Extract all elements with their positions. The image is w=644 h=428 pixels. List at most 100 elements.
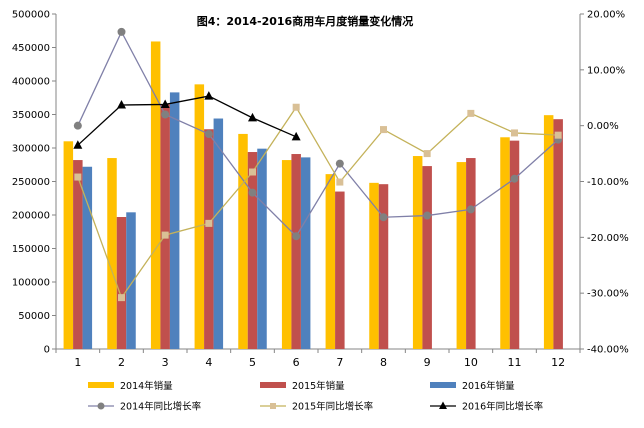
marker-2014年同比增长率 xyxy=(248,188,257,197)
bar-2014年销量 xyxy=(500,137,510,349)
bar-2014年销量 xyxy=(63,141,74,349)
y-right-tick-label: -40.00% xyxy=(587,345,629,356)
bar-2014年销量 xyxy=(543,115,554,349)
bar-2014年销量 xyxy=(456,162,467,349)
y-right-tick-label: 20.00% xyxy=(587,10,625,21)
bar-2014年销量 xyxy=(369,182,379,349)
y-left-tick-label: 200000 xyxy=(12,211,50,222)
marker-2015年同比增长率 xyxy=(511,129,518,137)
marker-2015年同比增长率 xyxy=(336,178,344,186)
bar-2014年销量 xyxy=(150,41,161,349)
marker-2015年同比增长率 xyxy=(161,231,169,239)
bar-2016年销量 xyxy=(126,212,136,349)
legend-label: 2016年同比增长率 xyxy=(462,401,544,413)
marker-2015年同比增长率 xyxy=(292,103,300,111)
y-left-tick-label: 300000 xyxy=(12,144,50,155)
marker-2014年同比增长率 xyxy=(161,110,170,119)
bar-2015年销量 xyxy=(466,158,476,349)
marker-2016年同比增长率 xyxy=(204,91,214,100)
marker-2014年同比增长率 xyxy=(292,232,301,241)
bar-2016年销量 xyxy=(257,148,267,349)
y-left-tick-label: 250000 xyxy=(12,177,50,188)
legend-marker xyxy=(97,402,105,410)
marker-2015年同比增长率 xyxy=(380,126,387,134)
x-tick-label: 11 xyxy=(508,356,522,369)
marker-2015年同比增长率 xyxy=(554,131,562,139)
legend-marker xyxy=(270,403,276,409)
x-tick-label: 6 xyxy=(293,356,300,369)
bar-2015年销量 xyxy=(291,154,301,349)
marker-2016年同比增长率 xyxy=(73,140,83,149)
x-tick-label: 5 xyxy=(249,356,256,369)
marker-2014年同比增长率 xyxy=(510,174,519,183)
legend-label: 2015年同比增长率 xyxy=(292,401,374,413)
line-2016年同比增长率 xyxy=(77,95,297,146)
bar-2015年销量 xyxy=(204,129,214,349)
marker-2014年同比增长率 xyxy=(379,213,388,222)
y-left-tick-label: 150000 xyxy=(12,244,50,255)
bar-2014年销量 xyxy=(325,174,336,349)
marker-2015年同比增长率 xyxy=(205,219,213,227)
marker-2014年同比增长率 xyxy=(204,130,213,139)
line-2015年同比增长率 xyxy=(77,106,559,300)
marker-2016年同比增长率 xyxy=(291,131,301,141)
legend-swatch-2014年销量 xyxy=(88,382,114,388)
bar-2014年销量 xyxy=(107,158,117,349)
x-tick-label: 4 xyxy=(205,356,212,369)
marker-2015年同比增长率 xyxy=(118,294,125,302)
chart-title: 图4：2014-2016商用车月度销量变化情况 xyxy=(197,14,413,28)
marker-2015年同比增长率 xyxy=(249,168,256,176)
y-right-tick-label: -20.00% xyxy=(587,233,629,244)
x-tick-label: 3 xyxy=(162,356,169,369)
x-tick-label: 9 xyxy=(424,356,431,369)
y-left-tick-label: 50000 xyxy=(18,311,50,322)
bar-2014年销量 xyxy=(412,156,423,349)
marker-2016年同比增长率 xyxy=(117,100,126,109)
bar-2014年销量 xyxy=(281,160,292,349)
x-tick-label: 10 xyxy=(464,356,478,369)
bar-2016年销量 xyxy=(300,157,311,349)
y-left-tick-label: 500000 xyxy=(12,10,50,21)
bar-2015年销量 xyxy=(553,119,563,349)
x-tick-label: 2 xyxy=(118,356,125,369)
bar-2015年销量 xyxy=(378,184,389,349)
bar-2015年销量 xyxy=(73,160,83,349)
x-tick-label: 1 xyxy=(74,356,81,369)
bar-2015年销量 xyxy=(160,104,170,349)
marker-2015年同比增长率 xyxy=(74,173,82,181)
y-right-tick-label: 0.00% xyxy=(587,121,619,132)
bar-2016年销量 xyxy=(169,92,180,349)
legend-label: 2014年销量 xyxy=(120,380,173,392)
bar-2014年销量 xyxy=(194,84,205,349)
y-left-tick-label: 0 xyxy=(44,345,50,356)
legend-label: 2014年同比增长率 xyxy=(120,401,202,413)
legend-swatch-2015年销量 xyxy=(260,382,286,388)
y-right-tick-label: 10.00% xyxy=(587,65,625,76)
legend-label: 2015年销量 xyxy=(292,380,345,392)
y-left-tick-label: 100000 xyxy=(12,278,50,289)
bar-2014年销量 xyxy=(238,133,248,349)
marker-2014年同比增长率 xyxy=(335,159,344,168)
bar-2016年销量 xyxy=(82,166,93,349)
y-right-tick-label: -10.00% xyxy=(587,177,629,188)
y-right-tick-label: -30.00% xyxy=(587,289,629,300)
bar-2015年销量 xyxy=(509,140,520,349)
legend-swatch-2016年销量 xyxy=(430,382,456,388)
line-2014年同比增长率 xyxy=(77,30,559,238)
bar-2016年销量 xyxy=(213,118,224,350)
y-left-tick-label: 400000 xyxy=(12,77,50,88)
marker-2014年同比增长率 xyxy=(423,211,432,220)
bar-2015年销量 xyxy=(335,191,345,349)
bar-2015年销量 xyxy=(116,217,127,349)
y-left-tick-label: 450000 xyxy=(12,43,50,54)
marker-2015年同比增长率 xyxy=(423,150,431,158)
marker-2016年同比增长率 xyxy=(160,99,170,108)
marker-2014年同比增长率 xyxy=(117,27,126,36)
marker-2015年同比增长率 xyxy=(467,109,475,117)
marker-2014年同比增长率 xyxy=(73,121,82,130)
bar-2015年销量 xyxy=(247,152,258,349)
marker-2014年同比增长率 xyxy=(466,205,475,214)
y-left-tick-label: 350000 xyxy=(12,110,50,121)
